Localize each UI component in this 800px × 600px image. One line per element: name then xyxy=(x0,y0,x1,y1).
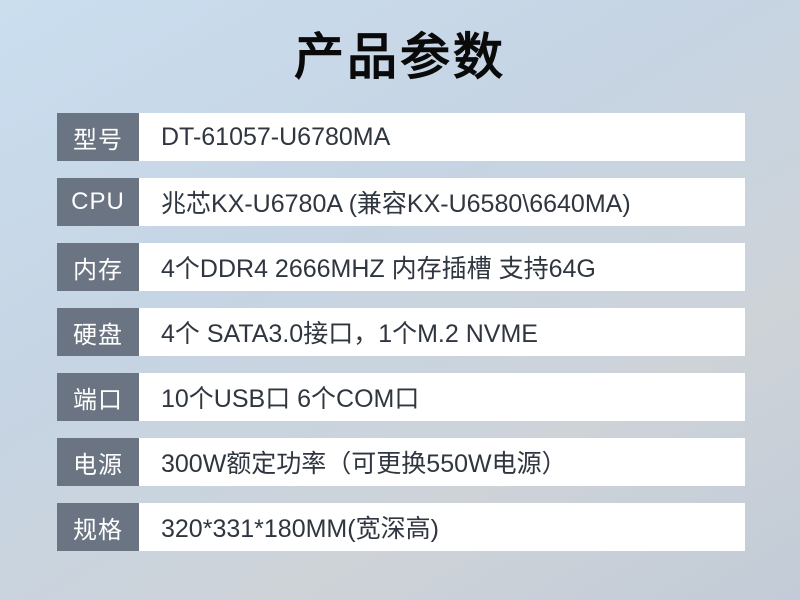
spec-table: 型号 DT-61057-U6780MA CPU 兆芯KX-U6780A (兼容K… xyxy=(57,113,745,551)
spec-label: 型号 xyxy=(57,113,139,161)
spec-row-memory: 内存 4个DDR4 2666MHZ 内存插槽 支持64G xyxy=(57,243,745,291)
spec-value: 4个DDR4 2666MHZ 内存插槽 支持64G xyxy=(139,243,745,291)
spec-label: 端口 xyxy=(57,373,139,421)
spec-label: 内存 xyxy=(57,243,139,291)
spec-value: 320*331*180MM(宽深高) xyxy=(139,503,745,551)
spec-row-dimensions: 规格 320*331*180MM(宽深高) xyxy=(57,503,745,551)
spec-value: DT-61057-U6780MA xyxy=(139,113,745,161)
spec-value: 10个USB口 6个COM口 xyxy=(139,373,745,421)
spec-label: CPU xyxy=(57,178,139,226)
spec-label: 电源 xyxy=(57,438,139,486)
page-title: 产品参数 xyxy=(294,29,506,85)
spec-label: 硬盘 xyxy=(57,308,139,356)
spec-row-model: 型号 DT-61057-U6780MA xyxy=(57,113,745,161)
spec-row-power: 电源 300W额定功率（可更换550W电源） xyxy=(57,438,745,486)
spec-row-storage: 硬盘 4个 SATA3.0接口，1个M.2 NVME xyxy=(57,308,745,356)
spec-value: 4个 SATA3.0接口，1个M.2 NVME xyxy=(139,308,745,356)
spec-value: 300W额定功率（可更换550W电源） xyxy=(139,438,745,486)
spec-label: 规格 xyxy=(57,503,139,551)
spec-row-ports: 端口 10个USB口 6个COM口 xyxy=(57,373,745,421)
spec-row-cpu: CPU 兆芯KX-U6780A (兼容KX-U6580\6640MA) xyxy=(57,178,745,226)
spec-value: 兆芯KX-U6780A (兼容KX-U6580\6640MA) xyxy=(139,178,745,226)
